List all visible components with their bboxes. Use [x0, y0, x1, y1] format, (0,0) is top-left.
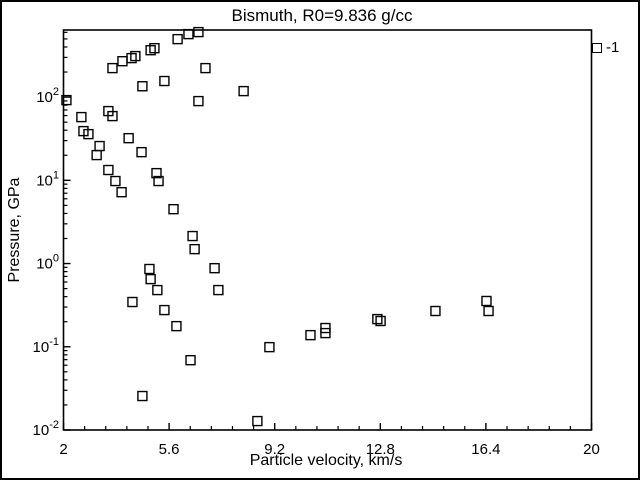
data-point-marker [117, 55, 128, 67]
x-tick-label: 16.4 [471, 441, 500, 458]
data-point-marker [200, 62, 211, 74]
data-point-marker [372, 313, 383, 325]
data-point-marker [137, 81, 148, 92]
data-point-marker [375, 315, 386, 327]
data-point-marker [172, 33, 183, 45]
data-point-marker [130, 50, 141, 62]
data-point-marker [159, 304, 170, 316]
y-tick-label: 10-1 [33, 336, 59, 356]
data-point-marker [83, 128, 94, 140]
x-tick-label: 9.2 [264, 441, 285, 458]
open-square-marker-icon [592, 42, 602, 53]
data-point-marker [481, 295, 492, 307]
data-point-marker [168, 203, 179, 215]
data-point-marker [483, 305, 494, 317]
data-point-marker [185, 354, 196, 366]
data-point-marker [430, 305, 441, 317]
data-point-marker [153, 175, 164, 187]
x-tick-label: 12.8 [366, 441, 395, 458]
data-point-marker [264, 341, 275, 353]
data-point-marker [107, 110, 118, 122]
data-point-marker [76, 111, 87, 123]
x-axis-ticks: 2 5.6 9.2 12.8 16.4 20 [59, 423, 600, 458]
y-axis-ticks: 102 101 100 10-1 10-2 [33, 31, 71, 439]
data-point-marker [116, 186, 127, 198]
legend: -1 [592, 40, 619, 55]
data-point-marker [152, 284, 163, 296]
data-point-marker [127, 296, 138, 308]
data-point-marker [187, 230, 198, 242]
data-point-marker [183, 28, 194, 40]
data-point-marker [305, 329, 316, 341]
x-tick-label: 2 [59, 441, 67, 458]
data-point-marker [137, 390, 148, 402]
y-tick-label: 101 [36, 169, 59, 189]
data-point-marker [103, 164, 114, 176]
data-point-marker [193, 95, 204, 107]
data-points [61, 26, 494, 427]
y-tick-label: 10-2 [33, 419, 59, 439]
data-point-marker [189, 243, 200, 255]
y-tick-label: 100 [36, 253, 59, 273]
y-axis-title: Pressure, GPa [6, 177, 23, 283]
data-point-marker [61, 94, 72, 106]
data-point-marker [171, 320, 182, 332]
x-tick-label: 5.6 [159, 441, 180, 458]
data-point-marker [149, 42, 160, 54]
data-point-marker [252, 415, 263, 427]
data-point-marker [91, 149, 102, 161]
data-point-marker [213, 284, 224, 296]
x-tick-label: 20 [583, 441, 600, 458]
data-point-marker [145, 273, 156, 285]
data-point-marker [151, 167, 162, 179]
plot-frame [62, 29, 593, 431]
y-tick-label: 102 [36, 86, 59, 106]
data-point-marker [320, 327, 331, 339]
data-point-marker [107, 62, 118, 74]
chart-title: Bismuth, R0=9.836 g/cc [231, 6, 413, 25]
data-point-marker [136, 146, 147, 158]
data-point-marker [238, 85, 249, 97]
data-point-marker [209, 262, 220, 274]
data-point-marker [193, 26, 204, 38]
x-axis-title: Particle velocity, km/s [249, 452, 403, 469]
data-point-marker [94, 140, 105, 152]
legend-entry-label: -1 [606, 39, 620, 56]
data-point-marker [110, 175, 121, 187]
data-point-marker [159, 75, 170, 87]
data-point-marker [123, 132, 134, 144]
data-point-marker [144, 263, 155, 275]
